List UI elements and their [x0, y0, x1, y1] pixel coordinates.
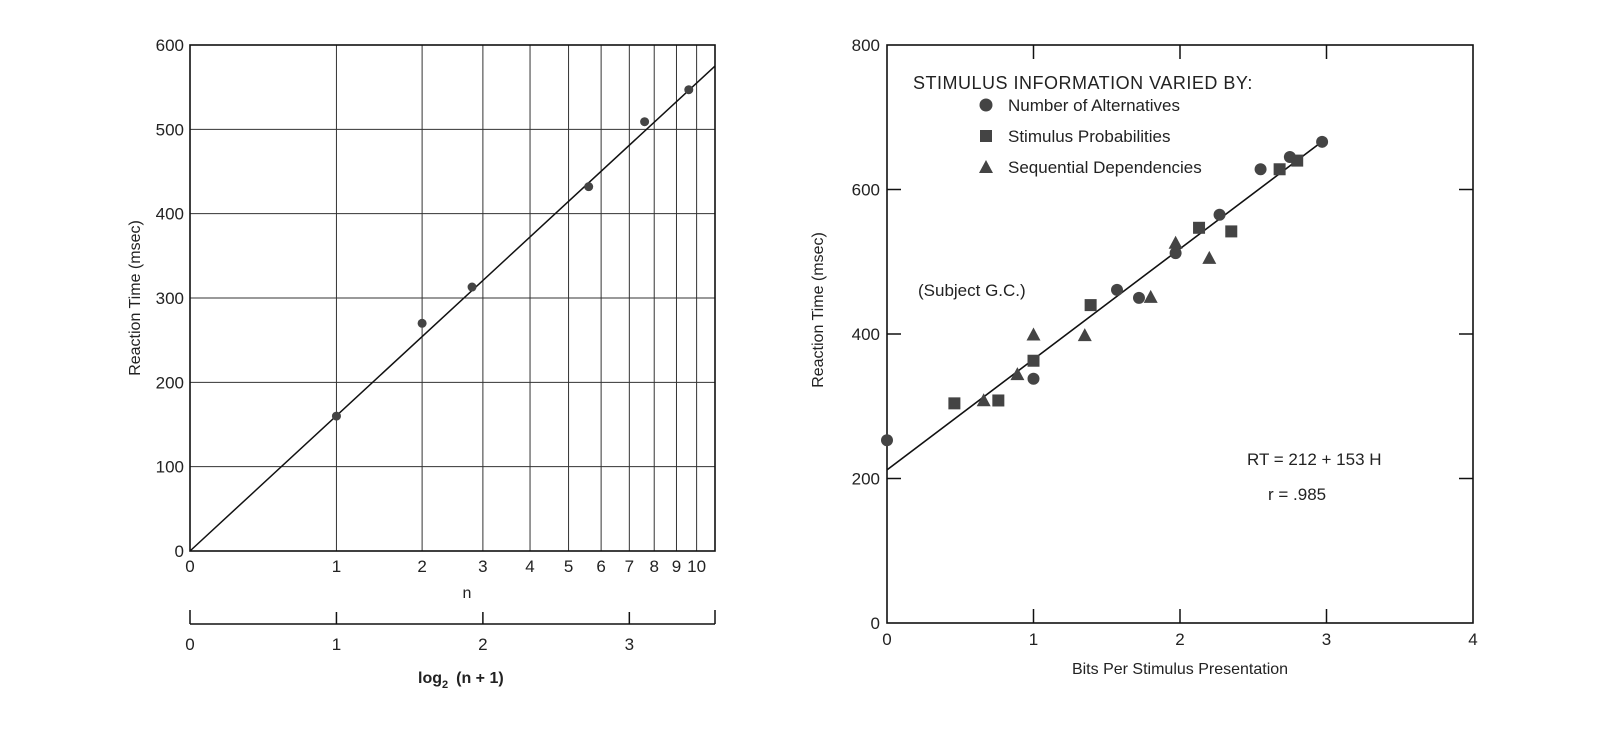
- left-bits-axis-label: log2 (n + 1): [418, 670, 504, 691]
- left-bits-label-rest: (n + 1): [456, 670, 504, 687]
- right-x-axis-label: Bits Per Stimulus Presentation: [1072, 661, 1288, 678]
- left-n-tick-label: 6: [596, 557, 605, 576]
- left-n-tick-label: 0: [185, 557, 194, 576]
- left-n-tick-label: 4: [525, 557, 534, 576]
- right-chart: 0 1 2 3 4 0 200 400 600 800 Bits Per Stimulus Pre…: [810, 36, 1478, 678]
- left-bits-tick-label: 2: [478, 635, 487, 654]
- left-n-ticks: 0 1 2 3 4 5 6 7 8 9 10: [185, 557, 706, 576]
- legend-square-marker: [980, 130, 992, 142]
- left-y-tick-label: 600: [156, 36, 184, 55]
- right-point-square: [948, 397, 961, 410]
- left-grid: [190, 45, 715, 551]
- right-x-tick-label: 4: [1468, 630, 1477, 649]
- right-y-tick-label: 800: [852, 36, 880, 55]
- left-bits-tick-label: 1: [332, 635, 341, 654]
- right-y-axis-label: Reaction Time (msec): [810, 232, 827, 388]
- right-y-tick-label: 200: [852, 470, 880, 489]
- left-y-tick-label: 0: [175, 542, 184, 561]
- left-y-tick-label: 500: [156, 120, 184, 139]
- right-point-triangle: [1026, 327, 1041, 341]
- right-point-square: [1225, 225, 1238, 238]
- left-n-tick-label: 3: [478, 557, 487, 576]
- left-y-axis-label: Reaction Time (msec): [127, 220, 144, 376]
- left-bits-label-main: log: [418, 670, 442, 687]
- legend: STIMULUS INFORMATION VARIED BY: Number o…: [913, 73, 1253, 177]
- left-fit-line: [189, 65, 716, 552]
- right-point-square: [1084, 299, 1097, 312]
- left-bits-tick-label: 3: [625, 635, 634, 654]
- right-point-triangle: [1143, 289, 1158, 303]
- right-point-circle: [881, 434, 893, 447]
- right-y-tick-label: 400: [852, 325, 880, 344]
- left-data-point: [467, 282, 477, 292]
- right-x-tick-label: 0: [882, 630, 891, 649]
- right-point-square: [1193, 221, 1206, 234]
- legend-circle-marker: [979, 98, 993, 112]
- legend-label-2: Sequential Dependencies: [1008, 158, 1202, 177]
- right-x-tick-label: 2: [1175, 630, 1184, 649]
- right-point-circle: [1316, 135, 1329, 148]
- legend-entry-square: Stimulus Probabilities: [980, 127, 1171, 146]
- right-point-circle: [1169, 247, 1182, 260]
- left-y-ticks: 0 100 200 300 400 500 600: [156, 36, 184, 561]
- legend-label-1: Stimulus Probabilities: [1008, 127, 1171, 146]
- regression-equation: RT = 212 + 153 H: [1247, 450, 1382, 469]
- correlation-annotation: r = .985: [1268, 485, 1326, 504]
- legend-title: STIMULUS INFORMATION VARIED BY:: [913, 73, 1253, 93]
- right-point-circle: [1111, 283, 1124, 296]
- right-point-square: [992, 394, 1005, 407]
- left-bits-axis: 0 1 2 3: [185, 610, 716, 654]
- left-y-tick-label: 300: [156, 289, 184, 308]
- left-n-tick-label: 5: [564, 557, 573, 576]
- left-y-tick-label: 200: [156, 373, 184, 392]
- right-plot-frame: [886, 44, 1474, 624]
- left-bits-label-sub: 2: [442, 679, 448, 691]
- right-point-triangle: [1202, 250, 1217, 264]
- legend-entry-triangle: Sequential Dependencies: [979, 158, 1202, 177]
- right-point-triangle: [1077, 328, 1092, 342]
- legend-entry-circle: Number of Alternatives: [979, 96, 1180, 115]
- legend-label-0: Number of Alternatives: [1008, 96, 1180, 115]
- left-n-tick-label: 8: [649, 557, 658, 576]
- right-x-tick-label: 1: [1029, 630, 1038, 649]
- right-ticks: 0 1 2 3 4 0 200 400 600 800: [852, 36, 1478, 649]
- subject-annotation: (Subject G.C.): [918, 281, 1026, 300]
- right-point-square: [1273, 163, 1286, 176]
- left-data-point: [684, 85, 694, 95]
- right-point-square: [1027, 354, 1040, 367]
- left-data-point: [584, 182, 594, 192]
- left-bits-tick-label: 0: [185, 635, 194, 654]
- right-point-square: [1291, 154, 1304, 167]
- right-y-tick-label: 600: [852, 181, 880, 200]
- left-n-tick-label: 9: [672, 557, 681, 576]
- left-bits-ticks: 0 1 2 3: [185, 610, 716, 654]
- right-point-triangle: [976, 393, 991, 407]
- left-plot-frame: [189, 44, 716, 552]
- right-point-circle: [1254, 163, 1267, 176]
- left-y-tick-label: 400: [156, 205, 184, 224]
- right-point-triangle: [1010, 367, 1025, 381]
- right-point-triangle: [1168, 235, 1183, 249]
- left-data-point: [640, 117, 650, 127]
- left-y-tick-label: 100: [156, 458, 184, 477]
- right-point-circle: [1132, 291, 1145, 304]
- left-n-tick-label: 2: [417, 557, 426, 576]
- right-y-tick-label: 0: [871, 614, 880, 633]
- right-point-circle: [1213, 208, 1226, 221]
- left-data-point: [417, 318, 427, 328]
- left-n-tick-label: 10: [687, 557, 706, 576]
- right-fit-line: [886, 137, 1327, 471]
- left-n-axis-label: n: [463, 585, 472, 602]
- left-n-tick-label: 1: [332, 557, 341, 576]
- left-data-point: [331, 411, 341, 421]
- left-n-tick-label: 7: [625, 557, 634, 576]
- right-data-points: [881, 135, 1329, 447]
- right-point-circle: [1027, 372, 1040, 385]
- legend-triangle-marker: [979, 160, 993, 173]
- left-data-points: [331, 85, 694, 421]
- right-x-tick-label: 3: [1322, 630, 1331, 649]
